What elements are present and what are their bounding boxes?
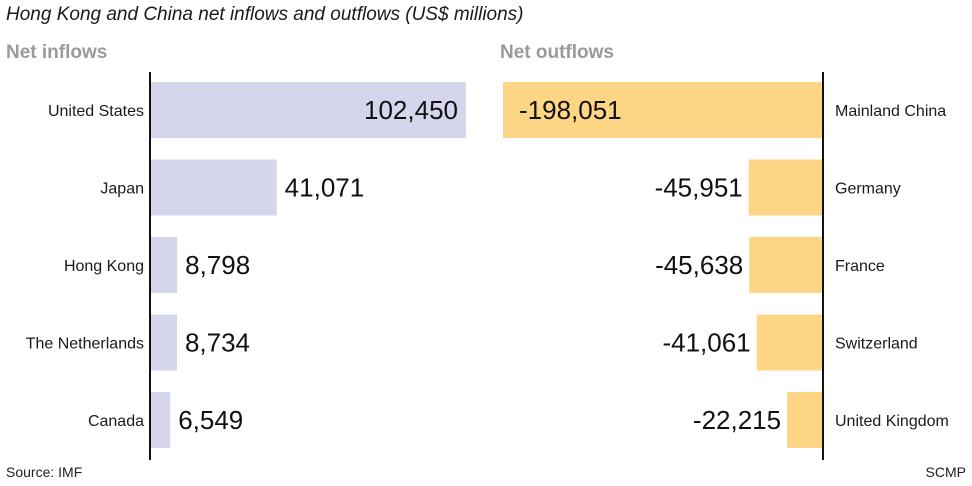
outflow-bar [787,392,823,448]
chart-title: Hong Kong and China net inflows and outf… [6,4,524,25]
inflow-value-label: 102,450 [364,95,458,125]
inflow-value-label: 41,071 [285,173,365,203]
outflow-category-label: Switzerland [835,336,918,353]
outflow-bar [748,159,823,216]
outflow-category-label: France [835,258,885,275]
outflow-category-label: United Kingdom [835,413,949,430]
inflow-category-label: United States [48,103,144,120]
source-note: Source: IMF [6,464,83,480]
inflow-bar [150,82,466,138]
inflow-category-label: Canada [88,413,144,430]
outflow-category-label: Mainland China [835,103,946,120]
outflow-bar [503,82,823,138]
inflow-category-label: Hong Kong [64,258,144,275]
inflow-category-label: The Netherlands [26,336,144,353]
inflows-heading: Net inflows [6,42,108,63]
outflow-category-label: Germany [835,181,901,198]
outflow-value-label: -41,061 [662,328,750,358]
outflow-value-label: -198,051 [519,95,622,125]
outflow-value-label: -45,951 [655,173,743,203]
outflow-value-label: -45,638 [655,250,743,280]
inflow-bar [150,159,277,216]
outflow-bar [756,314,823,371]
inflow-bar [150,314,177,371]
outflow-bar [749,237,823,293]
inflow-bar [150,237,178,293]
inflow-value-label: 6,549 [178,405,243,435]
inflow-bar [150,392,171,448]
credit-note: SCMP [925,464,966,480]
outflows-heading: Net outflows [500,42,614,63]
outflow-value-label: -22,215 [693,405,781,435]
inflow-category-label: Japan [100,181,144,198]
inflow-value-label: 8,798 [185,250,250,280]
inflow-value-label: 8,734 [185,328,250,358]
